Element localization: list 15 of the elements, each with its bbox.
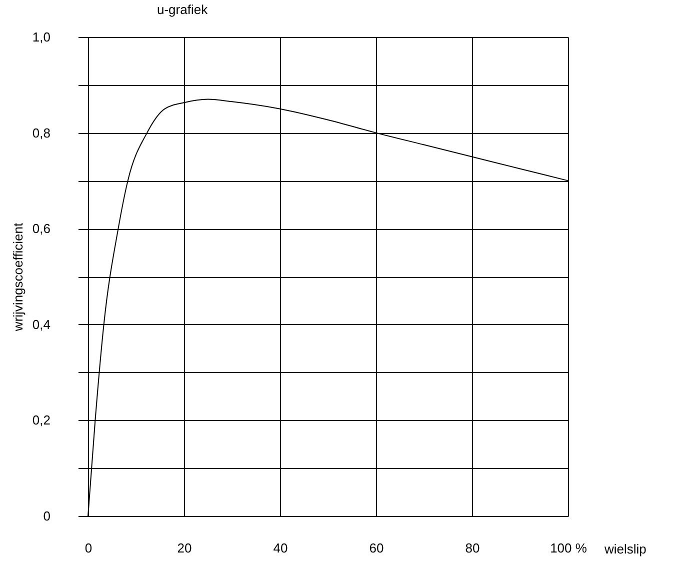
y-tick-label: 0,6	[32, 221, 50, 236]
x-tick-label: 0	[84, 540, 92, 556]
y-axis-title: wrijvingscoefficient	[10, 222, 26, 332]
x-tick-label: 100 %	[550, 540, 588, 556]
y-tick-label: 1,0	[32, 30, 50, 44]
chart-title: u-grafiek	[157, 2, 208, 17]
x-tick-label: 80	[465, 540, 480, 556]
y-tick-label: 0	[43, 508, 50, 524]
y-tick-label: 0,2	[32, 412, 50, 428]
x-tick-label: 20	[177, 540, 192, 556]
x-tick-label: 40	[273, 540, 288, 556]
y-tick-label: 0,4	[32, 316, 50, 332]
x-axis-title: wielslip	[604, 542, 646, 556]
x-tick-label: 60	[369, 540, 384, 556]
y-tick-label: 0,8	[32, 125, 50, 140]
